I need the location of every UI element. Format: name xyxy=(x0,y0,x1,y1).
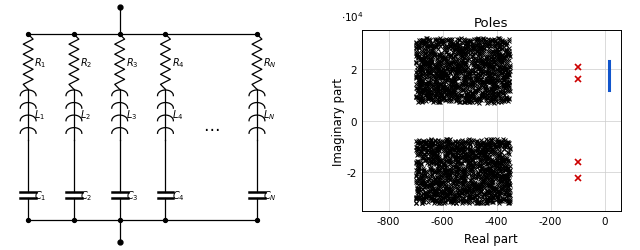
Text: $C_N$: $C_N$ xyxy=(263,188,277,202)
Text: $\cdot10^4$: $\cdot10^4$ xyxy=(341,10,364,24)
Text: $L_1$: $L_1$ xyxy=(35,108,45,122)
Text: $C_3$: $C_3$ xyxy=(126,188,139,202)
Text: $C_2$: $C_2$ xyxy=(80,188,93,202)
Title: Poles: Poles xyxy=(474,17,508,30)
Text: $R_N$: $R_N$ xyxy=(263,56,277,69)
Text: $C_4$: $C_4$ xyxy=(172,188,184,202)
Text: $R_4$: $R_4$ xyxy=(172,56,184,69)
Text: $L_4$: $L_4$ xyxy=(172,108,183,122)
Text: $C_1$: $C_1$ xyxy=(35,188,47,202)
X-axis label: Real part: Real part xyxy=(465,232,518,244)
Text: $R_2$: $R_2$ xyxy=(80,56,93,69)
Text: $\cdots$: $\cdots$ xyxy=(203,118,220,136)
Text: $L_2$: $L_2$ xyxy=(80,108,92,122)
Y-axis label: Imaginary part: Imaginary part xyxy=(332,78,345,165)
Text: $R_3$: $R_3$ xyxy=(126,56,138,69)
Text: $L_N$: $L_N$ xyxy=(263,108,276,122)
Text: $L_3$: $L_3$ xyxy=(126,108,137,122)
Text: $R_1$: $R_1$ xyxy=(35,56,47,69)
